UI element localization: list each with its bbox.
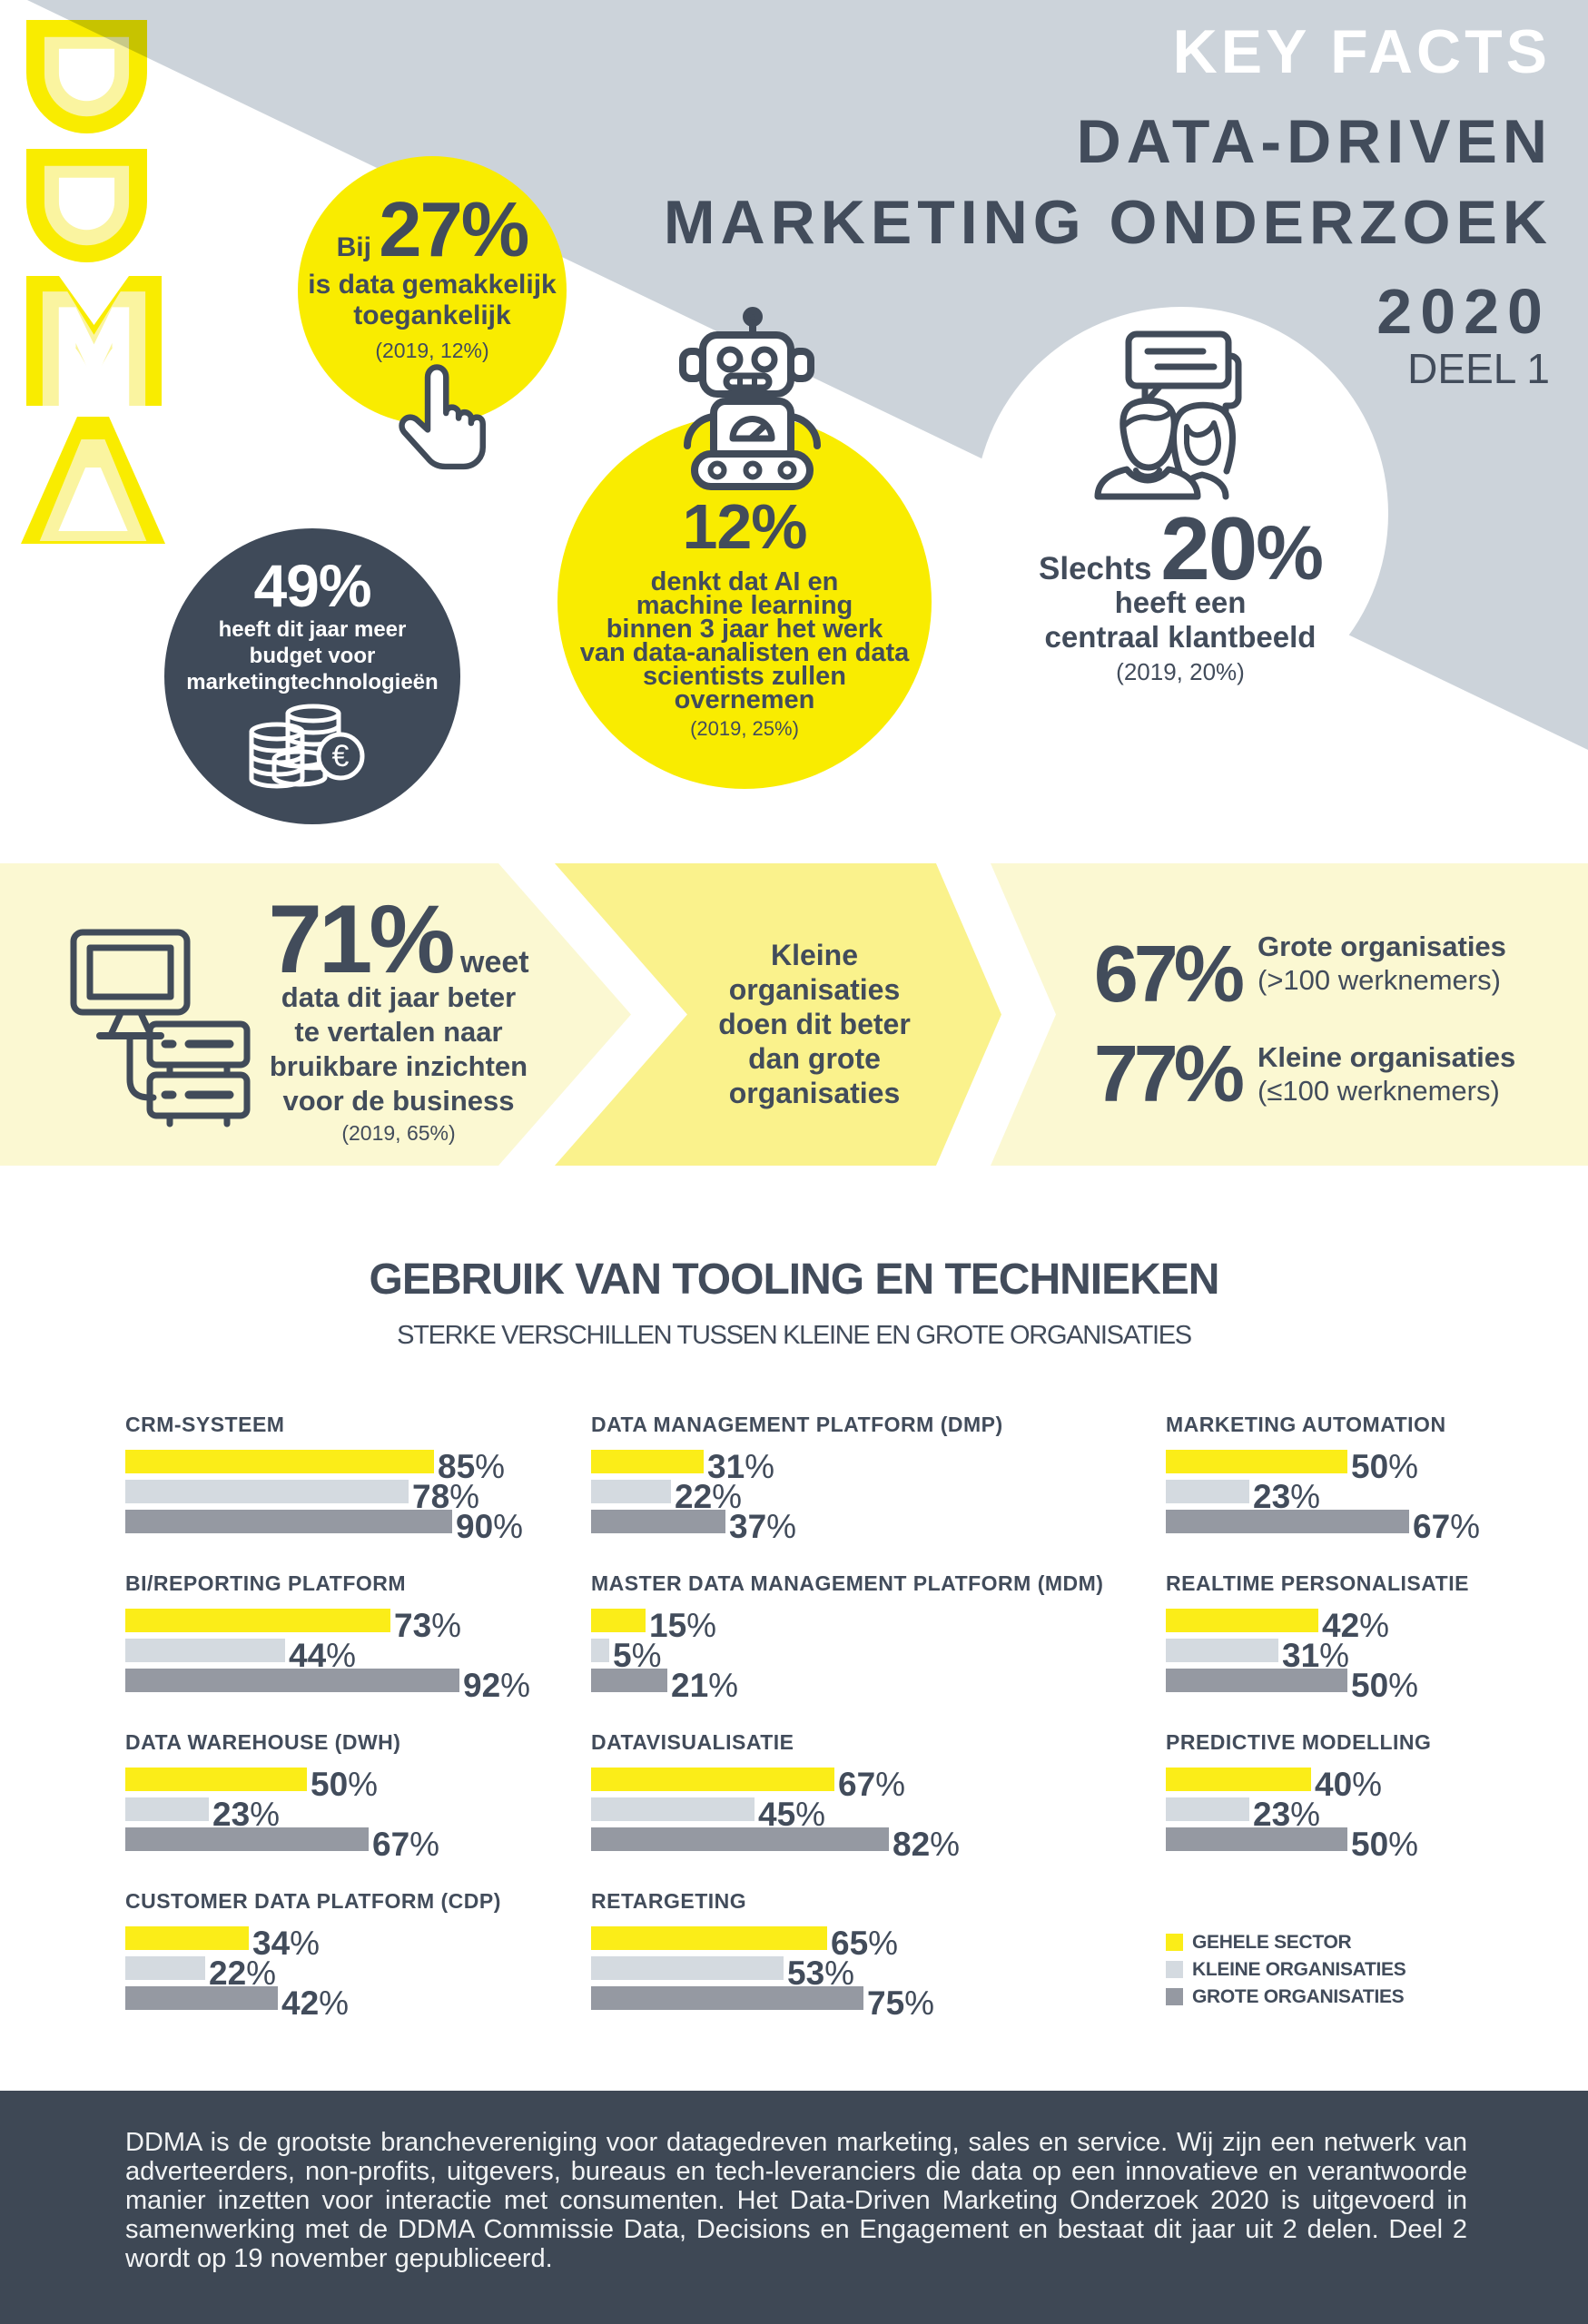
svg-text:€: € [332,739,350,773]
